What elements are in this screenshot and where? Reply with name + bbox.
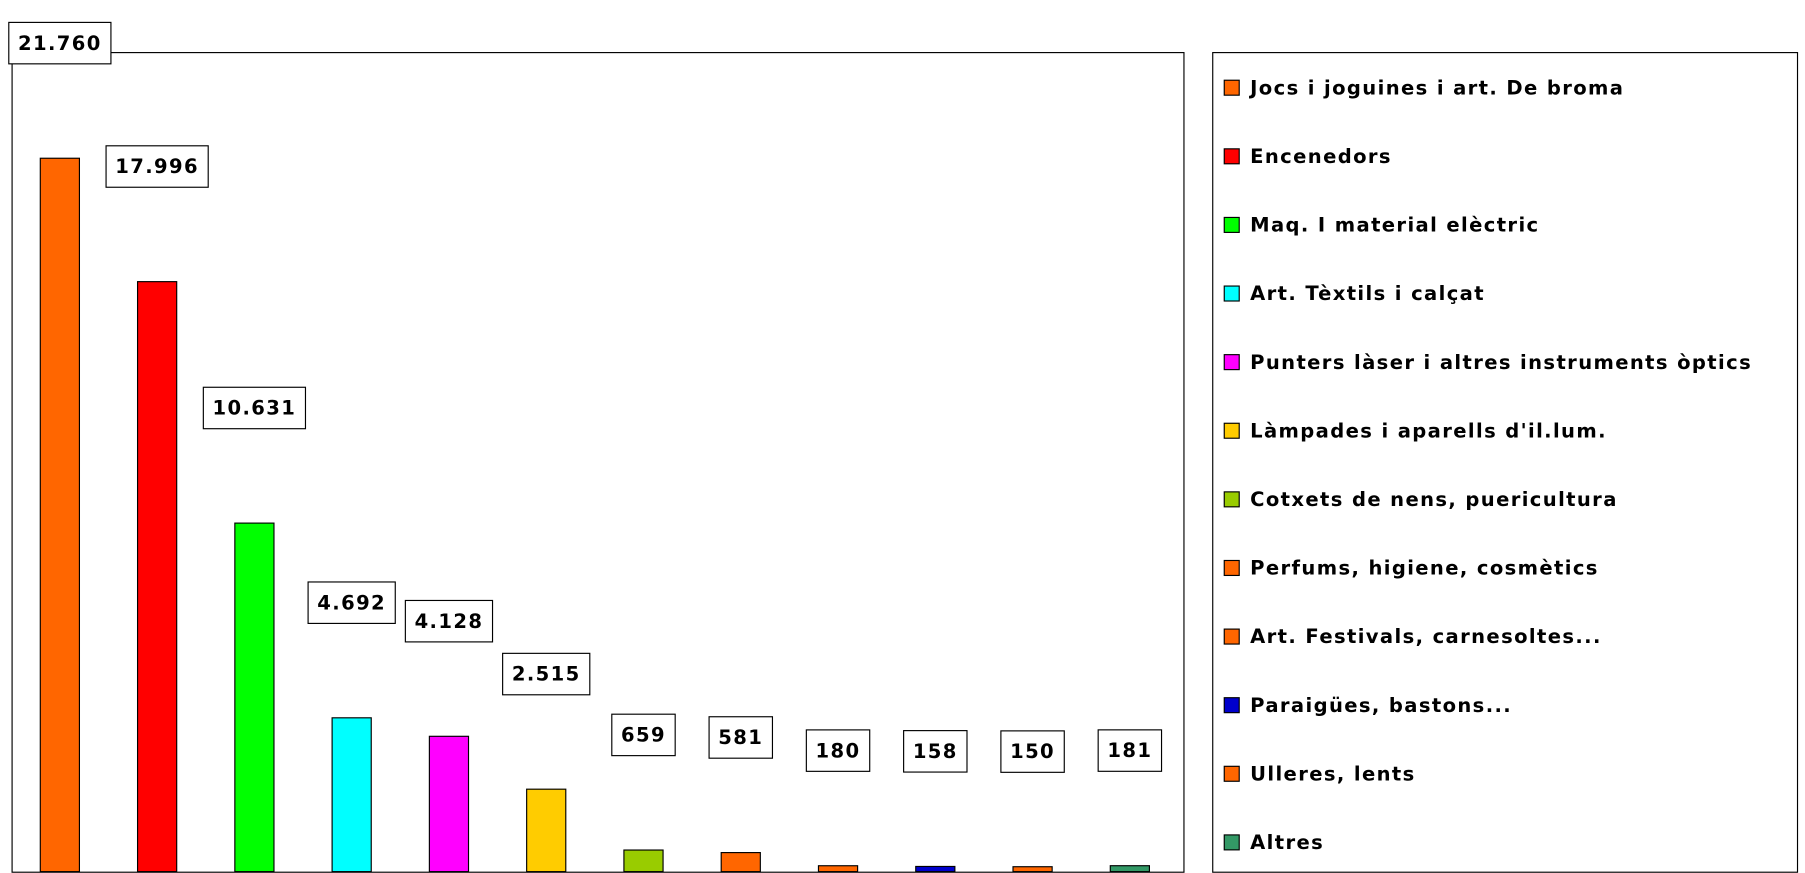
data-label: 659 bbox=[621, 724, 666, 747]
data-label: 17.996 bbox=[115, 155, 199, 178]
legend-swatch bbox=[1223, 285, 1240, 302]
bar bbox=[136, 281, 178, 873]
legend-label: Ulleres, lents bbox=[1250, 762, 1415, 785]
data-label-box bbox=[404, 599, 494, 643]
legend-label: Jocs i joguines i art. De broma bbox=[1248, 76, 1624, 99]
legend-label: Cotxets de nens, puericultura bbox=[1250, 488, 1618, 511]
bar bbox=[720, 852, 761, 873]
data-label: 21.760 bbox=[18, 32, 102, 55]
data-label: 4.692 bbox=[317, 591, 386, 614]
bar bbox=[915, 865, 956, 873]
data-label: 2.515 bbox=[512, 663, 581, 686]
legend-swatch bbox=[1223, 422, 1240, 439]
legend-swatch bbox=[1223, 148, 1240, 165]
legend-swatch bbox=[1223, 491, 1240, 508]
legend-label: Altres bbox=[1250, 831, 1324, 854]
legend-label: Art. Tèxtils i calçat bbox=[1250, 282, 1485, 305]
legend-frame bbox=[1212, 52, 1799, 873]
data-label: 180 bbox=[816, 739, 861, 762]
data-label-box bbox=[105, 145, 209, 188]
legend-swatch bbox=[1223, 559, 1240, 577]
legend-label: Art. Festivals, carnesoltes... bbox=[1250, 625, 1602, 648]
legend-swatch bbox=[1223, 216, 1240, 233]
data-label-box bbox=[8, 21, 112, 65]
legend-label: Perfums, higiene, cosmètics bbox=[1250, 557, 1599, 580]
data-label-box bbox=[307, 581, 396, 624]
data-label-box bbox=[202, 386, 307, 430]
legend-swatch bbox=[1223, 834, 1240, 851]
data-label-box bbox=[903, 730, 968, 773]
bar bbox=[817, 865, 859, 873]
legend-label: Encenedors bbox=[1250, 145, 1392, 168]
bar bbox=[331, 717, 372, 873]
data-label: 10.631 bbox=[213, 397, 297, 420]
bar bbox=[1012, 866, 1053, 873]
bar bbox=[234, 522, 275, 873]
bar bbox=[428, 735, 470, 873]
data-label: 181 bbox=[1107, 739, 1152, 762]
bar bbox=[623, 849, 664, 873]
legend-swatch bbox=[1223, 697, 1240, 714]
data-label: 581 bbox=[718, 726, 763, 749]
legend-swatch bbox=[1223, 628, 1240, 645]
data-label: 150 bbox=[1010, 740, 1055, 763]
legend-swatch bbox=[1223, 79, 1240, 96]
legend-label: Paraigües, bastons... bbox=[1250, 694, 1512, 717]
data-label: 4.128 bbox=[415, 610, 484, 633]
bar bbox=[1109, 865, 1150, 873]
data-label-box bbox=[708, 716, 774, 759]
bar bbox=[526, 788, 567, 873]
data-label-box bbox=[1000, 730, 1065, 773]
data-label-box bbox=[805, 729, 871, 772]
data-label-box bbox=[502, 652, 591, 696]
legend-label: Làmpades i aparells d'il.lum. bbox=[1250, 419, 1607, 442]
data-label-box bbox=[611, 713, 676, 757]
legend-swatch bbox=[1223, 354, 1240, 371]
data-label: 158 bbox=[913, 740, 958, 763]
legend-label: Maq. I material elèctric bbox=[1250, 214, 1539, 237]
bar bbox=[39, 157, 81, 873]
legend-label: Punters làser i altres instruments òptic… bbox=[1250, 351, 1752, 374]
plot-frame bbox=[11, 52, 1185, 873]
data-label-box bbox=[1097, 729, 1163, 772]
legend-swatch bbox=[1223, 765, 1240, 782]
